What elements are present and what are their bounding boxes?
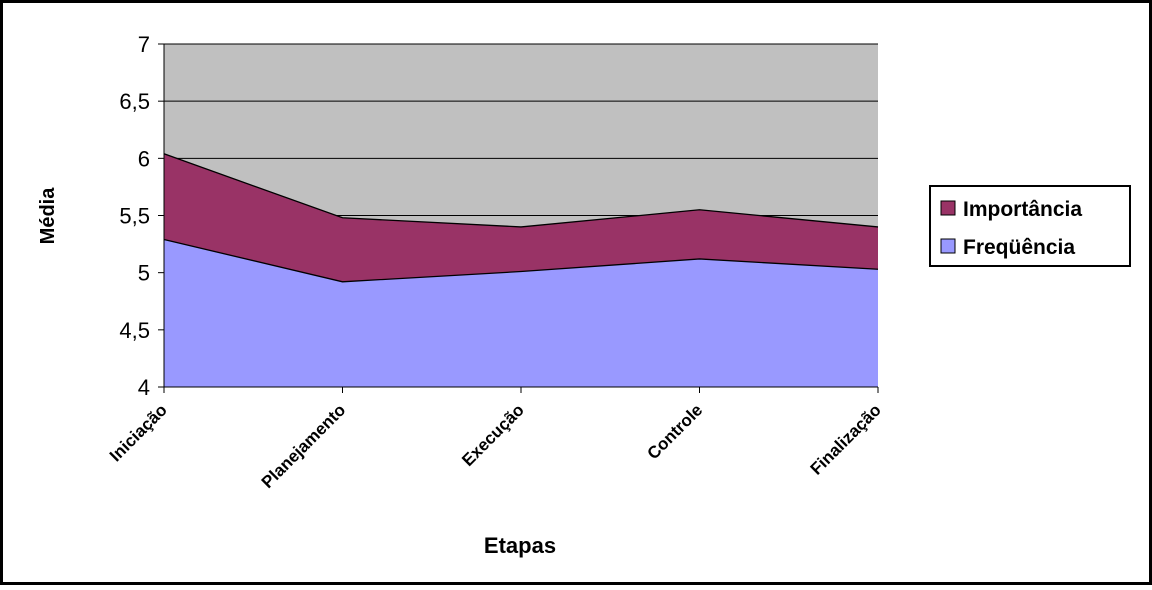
x-axis-title: Etapas xyxy=(484,533,556,558)
y-tick-label: 4 xyxy=(138,375,150,400)
y-tick-label: 6 xyxy=(138,146,150,171)
line-importancia xyxy=(163,153,879,228)
legend-box xyxy=(929,185,1131,267)
series-areas xyxy=(163,153,879,387)
y-tick-label: 4,5 xyxy=(119,318,150,343)
y-axis-title: Média xyxy=(37,187,59,245)
y-tick-label: 5 xyxy=(138,261,150,286)
line-frequencia xyxy=(163,238,879,283)
y-tick-labels: 4 4,5 5 5,5 6 6,5 7 xyxy=(119,32,164,400)
y-tick-label: 7 xyxy=(138,32,150,57)
legend-swatch-importancia xyxy=(940,200,956,216)
y-tick-label: 5,5 xyxy=(119,204,150,229)
legend-label-importancia: Importância xyxy=(963,198,1082,221)
legend-label-frequencia: Freqüência xyxy=(963,236,1075,259)
y-tick-label: 6,5 xyxy=(119,89,150,114)
legend-swatch-frequencia xyxy=(940,238,956,254)
area-frequencia xyxy=(164,239,878,387)
legend: Importância Freqüência xyxy=(929,185,1131,267)
